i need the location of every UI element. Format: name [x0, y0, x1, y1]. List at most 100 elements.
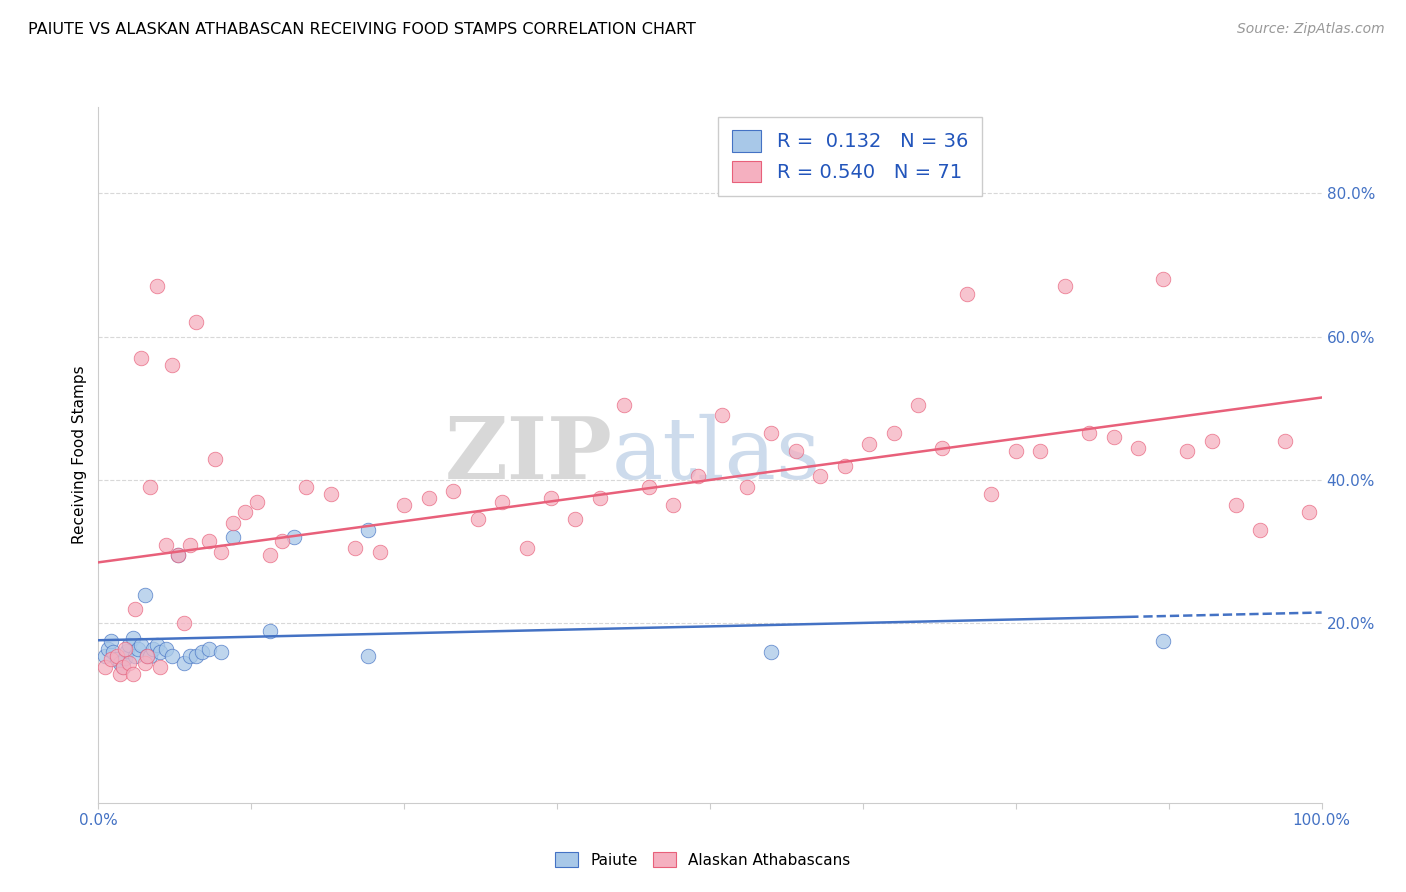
Text: Source: ZipAtlas.com: Source: ZipAtlas.com	[1237, 22, 1385, 37]
Point	[146, 279, 169, 293]
Point	[167, 549, 190, 563]
Point	[155, 641, 177, 656]
Point	[204, 451, 226, 466]
Point	[711, 409, 734, 423]
Point	[110, 656, 132, 670]
Point	[980, 487, 1002, 501]
Point	[1249, 523, 1271, 537]
Point	[186, 315, 208, 329]
Point	[149, 659, 172, 673]
Point	[1102, 430, 1125, 444]
Point	[540, 491, 562, 505]
Point	[834, 458, 856, 473]
Point	[197, 641, 219, 656]
Point	[155, 538, 177, 552]
Point	[209, 645, 232, 659]
Point	[127, 641, 149, 656]
Point	[100, 652, 122, 666]
Point	[467, 512, 489, 526]
Text: atlas: atlas	[612, 413, 821, 497]
Point	[136, 648, 159, 663]
Point	[270, 533, 294, 548]
Point	[662, 498, 685, 512]
Point	[139, 648, 162, 663]
Point	[124, 602, 146, 616]
Point	[246, 494, 269, 508]
Point	[613, 398, 636, 412]
Point	[1053, 279, 1076, 293]
Point	[259, 624, 281, 638]
Point	[735, 480, 758, 494]
Point	[441, 483, 464, 498]
Point	[101, 645, 124, 659]
Point	[356, 648, 378, 663]
Point	[785, 444, 807, 458]
Point	[146, 638, 169, 652]
Point	[121, 631, 143, 645]
Point	[191, 645, 214, 659]
Point	[222, 530, 245, 544]
Point	[295, 480, 318, 494]
Point	[111, 659, 134, 673]
Point	[1004, 444, 1026, 458]
Point	[118, 656, 141, 670]
Point	[105, 652, 128, 666]
Point	[179, 538, 201, 552]
Point	[392, 498, 416, 512]
Point	[515, 541, 537, 556]
Point	[129, 351, 152, 365]
Point	[1152, 272, 1174, 286]
Point	[1201, 434, 1223, 448]
Point	[319, 487, 342, 501]
Point	[121, 666, 143, 681]
Point	[114, 641, 136, 656]
Y-axis label: Receiving Food Stamps: Receiving Food Stamps	[72, 366, 87, 544]
Text: PAIUTE VS ALASKAN ATHABASCAN RECEIVING FOOD STAMPS CORRELATION CHART: PAIUTE VS ALASKAN ATHABASCAN RECEIVING F…	[28, 22, 696, 37]
Legend: Paiute, Alaskan Athabascans: Paiute, Alaskan Athabascans	[548, 844, 858, 875]
Point	[105, 648, 128, 663]
Point	[233, 505, 256, 519]
Point	[142, 641, 165, 656]
Point	[110, 666, 132, 681]
Point	[129, 638, 152, 652]
Point	[160, 358, 183, 372]
Point	[931, 441, 953, 455]
Point	[173, 616, 195, 631]
Point	[197, 533, 219, 548]
Point	[1152, 634, 1174, 648]
Text: ZIP: ZIP	[444, 413, 612, 497]
Point	[808, 469, 831, 483]
Point	[638, 480, 661, 494]
Point	[173, 656, 195, 670]
Point	[160, 648, 183, 663]
Point	[564, 512, 586, 526]
Point	[134, 588, 156, 602]
Point	[368, 545, 391, 559]
Point	[686, 469, 709, 483]
Point	[1029, 444, 1052, 458]
Point	[589, 491, 612, 505]
Legend: R =  0.132   N = 36, R = 0.540   N = 71: R = 0.132 N = 36, R = 0.540 N = 71	[718, 117, 981, 196]
Point	[1225, 498, 1247, 512]
Point	[100, 634, 122, 648]
Point	[136, 648, 159, 663]
Point	[491, 494, 513, 508]
Point	[209, 545, 232, 559]
Point	[167, 549, 190, 563]
Point	[186, 648, 208, 663]
Point	[139, 480, 162, 494]
Point	[761, 426, 783, 441]
Point	[259, 549, 281, 563]
Point	[93, 659, 115, 673]
Point	[1128, 441, 1150, 455]
Point	[956, 286, 979, 301]
Point	[149, 645, 172, 659]
Point	[761, 645, 783, 659]
Point	[907, 398, 929, 412]
Point	[356, 523, 378, 537]
Point	[118, 638, 141, 652]
Point	[418, 491, 440, 505]
Point	[283, 530, 305, 544]
Point	[93, 648, 115, 663]
Point	[1175, 444, 1198, 458]
